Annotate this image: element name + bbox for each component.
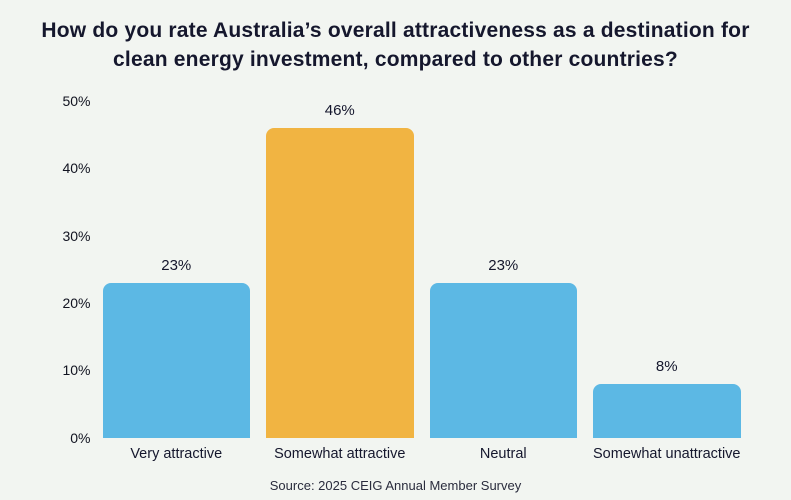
bar-value-label: 23% (488, 256, 519, 274)
y-tick-label: 0% (70, 429, 91, 446)
y-axis: 0% 10% 20% 30% 40% 50% (51, 93, 103, 446)
bar-value-label: 8% (655, 357, 678, 375)
x-labels: Very attractive Somewhat attractive Neutra… (103, 445, 741, 462)
bar-chart: 0% 10% 20% 30% 40% 50% 23% 46% 23% 8% Very attra… (51, 93, 741, 462)
y-tick-label: 20% (62, 294, 91, 311)
bars: 23% 46% 23% 8% (102, 101, 741, 438)
bar-value-label: 23% (161, 256, 192, 274)
y-tick-label: 40% (62, 160, 91, 177)
chart-title: How do you rate Australia’s overall attr… (41, 19, 750, 72)
bar-value-label: 46% (324, 101, 355, 119)
x-axis-label: Very attractive (130, 445, 223, 462)
bar-neutral: 23% (429, 257, 577, 438)
bar-somewhat-attractive: 46% (266, 102, 414, 438)
x-axis-label: Neutral (479, 445, 527, 462)
x-axis-label: Somewhat attractive (274, 445, 406, 462)
x-axis-label: Somewhat unattractive (593, 445, 741, 462)
y-tick-label: 30% (62, 227, 91, 244)
bar-very-attractive: 23% (102, 257, 250, 438)
source-caption: Source: 2025 CEIG Annual Member Survey (269, 477, 522, 493)
plot-area: 23% 46% 23% 8% Very attractive Somewhat attr… (102, 101, 741, 462)
y-tick-label: 10% (62, 362, 91, 379)
bar-somewhat-unattractive: 8% (593, 358, 741, 438)
y-tick-label: 50% (62, 92, 91, 109)
